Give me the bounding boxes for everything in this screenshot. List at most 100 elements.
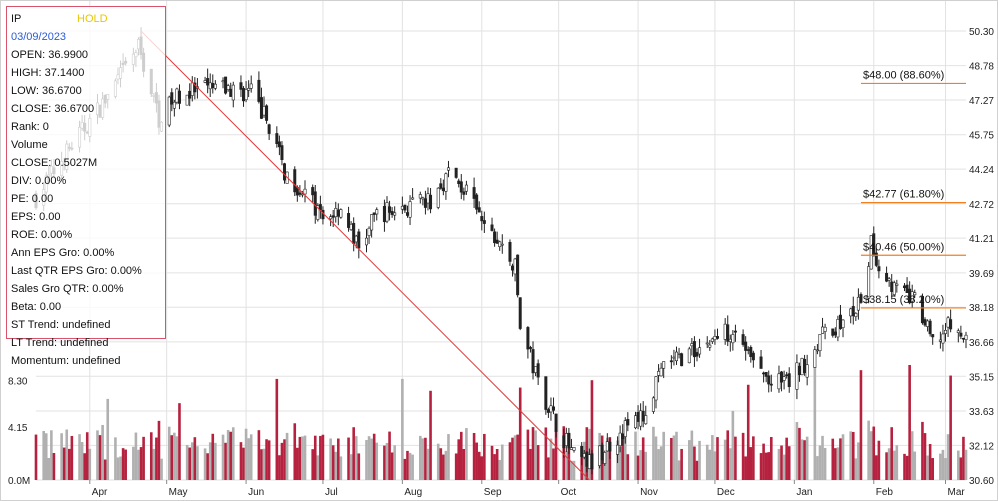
candle-body (731, 334, 735, 344)
month-label: Jan (796, 487, 812, 498)
fibonacci-label: $40.46 (50.00%) (863, 241, 944, 253)
candle-body (913, 292, 917, 296)
candle-body (372, 212, 376, 215)
volume-bar (293, 423, 297, 480)
candle-body (546, 409, 550, 413)
volume-bar (62, 447, 66, 480)
month-label: Dec (717, 487, 735, 498)
volume-bar (101, 424, 104, 480)
volume-bar (818, 445, 822, 480)
candle-body (400, 205, 404, 210)
candle-body (436, 187, 440, 208)
candle-body (905, 284, 909, 293)
volume-bar (311, 449, 314, 480)
candle-body (457, 180, 461, 185)
volume-bar (265, 439, 268, 480)
info-line: OPEN: 36.9900 (11, 49, 89, 61)
volume-bar (203, 448, 207, 480)
volume-bar (85, 432, 89, 480)
candle-body (877, 266, 881, 272)
volume-bar (142, 436, 145, 480)
volume-bar (805, 436, 809, 480)
candle-body (854, 313, 858, 317)
volume-bar (247, 438, 250, 480)
candle-body (462, 191, 466, 195)
volume-bar (262, 448, 266, 480)
volume-bar (42, 430, 45, 480)
candle-body (454, 167, 458, 178)
volume-bar (752, 436, 755, 480)
volume-bar (472, 432, 476, 480)
candle-body (167, 96, 171, 126)
volume-bar (869, 431, 873, 480)
volume-bar (675, 431, 678, 480)
volume-bar (565, 451, 568, 480)
volume-bar (401, 378, 404, 480)
fibonacci-label: $42.77 (61.80%) (863, 189, 944, 201)
volume-bar (500, 444, 504, 480)
candle-body (408, 201, 412, 218)
volume-bar (483, 433, 486, 480)
volume-bar (839, 438, 842, 480)
candle-body (336, 209, 340, 217)
volume-bar (800, 439, 804, 480)
volume-bar (155, 437, 158, 480)
candle-body (221, 80, 225, 83)
volume-bar (352, 427, 355, 480)
volume-bar (385, 442, 389, 480)
candle-body (357, 231, 361, 249)
candle-body (780, 371, 784, 383)
month-label: Nov (640, 487, 658, 498)
volume-bar (477, 451, 481, 480)
candle-body (493, 231, 497, 244)
volume-bar (693, 446, 696, 480)
candle-body (708, 344, 712, 348)
volume-bar (495, 449, 499, 480)
volume-bar (418, 435, 422, 480)
volume-bar (447, 434, 450, 480)
candle-body (511, 265, 515, 271)
volume-bar (50, 430, 53, 480)
volume-bar (831, 438, 835, 480)
candle-body (526, 327, 530, 350)
candle-body (480, 216, 484, 222)
candle-body (418, 194, 422, 199)
volume-tick-label: 4.15 (8, 423, 28, 434)
volume-bar (859, 370, 863, 480)
volume-bar (457, 439, 461, 480)
candle-body (762, 372, 766, 375)
price-tick-label: 42.72 (969, 200, 994, 211)
volume-bar (106, 398, 110, 480)
candle-body (698, 347, 702, 355)
candle-body (746, 349, 750, 351)
candle-body (283, 163, 287, 181)
price-tick-label: 50.30 (969, 27, 994, 38)
candle-body (636, 412, 640, 422)
candle-body (572, 447, 576, 451)
volume-bar (670, 437, 673, 480)
candle-body (405, 212, 409, 216)
volume-bar (319, 435, 322, 480)
volume-bar (301, 436, 304, 480)
candle-body (482, 220, 486, 224)
volume-bar (677, 460, 681, 480)
volume-bar (175, 436, 179, 480)
candle-body (836, 318, 840, 338)
candle-body (303, 188, 307, 195)
volume-bar (313, 435, 317, 480)
volume-bar (244, 428, 248, 480)
candle-body (441, 187, 445, 192)
candle-body (249, 83, 253, 89)
volume-bar (98, 435, 102, 480)
volume-bar (316, 455, 320, 480)
volume-bar (849, 431, 853, 480)
volume-bar (349, 454, 353, 480)
volume-bar (296, 447, 299, 480)
candle-body (587, 454, 591, 470)
price-tick-label: 45.75 (969, 131, 994, 142)
price-tick-label: 38.18 (969, 303, 994, 314)
info-lines: OPEN: 36.9900 HIGH: 37.1400 LOW: 36.6700 CL… (11, 46, 165, 370)
candle-body (536, 363, 540, 378)
candle-body (331, 215, 335, 218)
volume-bar (905, 455, 909, 480)
